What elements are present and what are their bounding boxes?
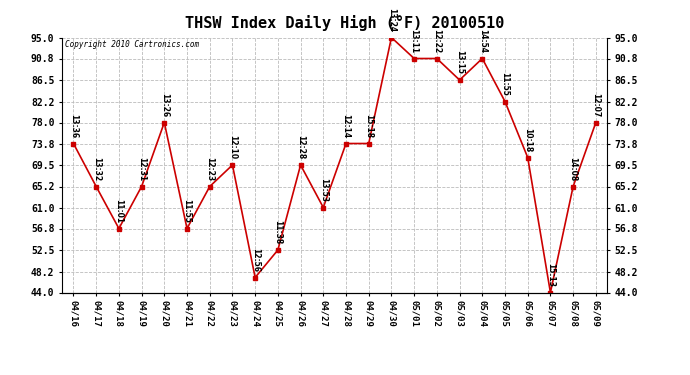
Text: 11:55: 11:55 (183, 199, 192, 223)
Text: 12:23: 12:23 (205, 157, 214, 181)
Text: 12:14: 12:14 (342, 114, 351, 138)
Text: 12:56: 12:56 (250, 248, 259, 272)
Text: 15:13: 15:13 (546, 263, 555, 287)
Text: 11:38: 11:38 (273, 220, 282, 245)
Text: 13:26: 13:26 (160, 93, 169, 117)
Text: 13:32: 13:32 (92, 157, 101, 181)
Text: 11:01: 11:01 (115, 199, 124, 223)
Text: 13:15: 13:15 (455, 51, 464, 75)
Text: 14:54: 14:54 (477, 29, 486, 53)
Text: 13:11: 13:11 (410, 29, 419, 53)
Text: 14:08: 14:08 (569, 157, 578, 181)
Text: 11:55: 11:55 (500, 72, 509, 96)
Text: 12:07: 12:07 (591, 93, 600, 117)
Text: 15:18: 15:18 (364, 114, 373, 138)
Text: 10:18: 10:18 (523, 128, 532, 152)
Text: Copyright 2010 Cartronics.com: Copyright 2010 Cartronics.com (65, 40, 199, 49)
Text: 13:53: 13:53 (319, 178, 328, 202)
Text: 12:10: 12:10 (228, 135, 237, 159)
Text: 12:22: 12:22 (433, 29, 442, 53)
Text: 12:28: 12:28 (296, 135, 305, 159)
Text: 13:24: 13:24 (387, 8, 396, 32)
Text: 12:31: 12:31 (137, 157, 146, 181)
Text: THSW Index Daily High (°F) 20100510: THSW Index Daily High (°F) 20100510 (186, 15, 504, 31)
Text: 13:36: 13:36 (69, 114, 78, 138)
